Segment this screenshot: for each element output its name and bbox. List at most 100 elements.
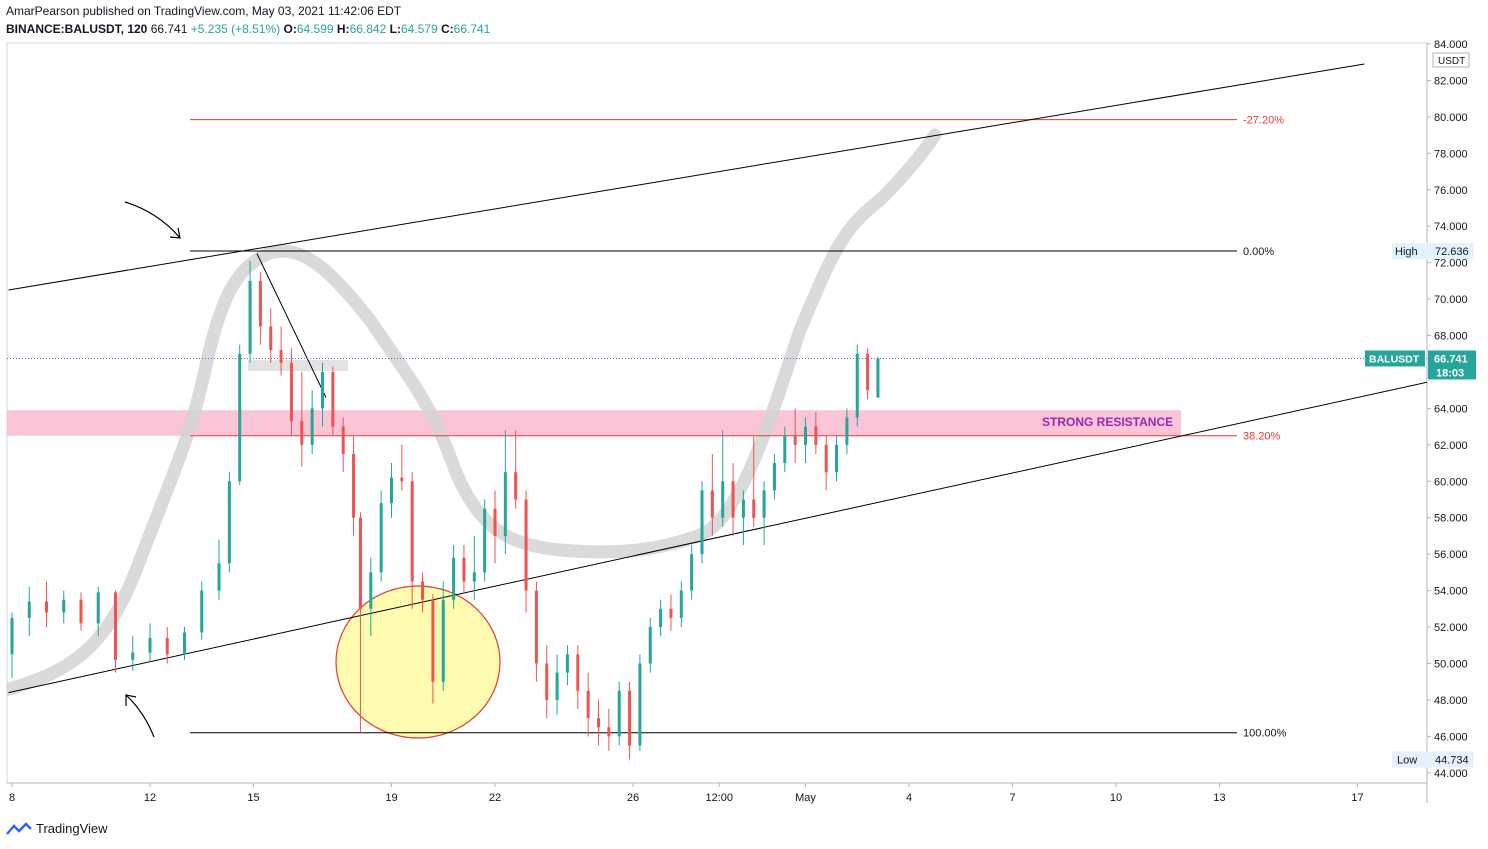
candle: [238, 344, 242, 485]
candle: [62, 590, 66, 624]
candle: [648, 617, 652, 673]
candle-body: [700, 490, 704, 555]
y-tick-label: 54.000: [1434, 586, 1468, 598]
candle: [269, 308, 273, 363]
candle-body: [597, 718, 600, 728]
y-tick-label: 58.000: [1434, 513, 1468, 525]
candle-body: [866, 353, 870, 391]
candle-body: [217, 563, 221, 591]
last-price-badge: [1428, 350, 1476, 380]
candle-body: [410, 481, 414, 582]
candle-body: [462, 557, 466, 582]
candle: [462, 545, 466, 595]
tradingview-brand[interactable]: TradingView: [36, 821, 108, 836]
open-label: O:: [283, 22, 297, 36]
candle-body: [824, 444, 828, 473]
candle-body: [165, 637, 169, 655]
y-tick-label: 48.000: [1434, 695, 1468, 707]
candle: [814, 412, 818, 454]
symbol-label[interactable]: BINANCE:BALUSDT, 120: [6, 22, 148, 36]
x-tick-label: 19: [385, 792, 397, 804]
y-tick-label: 84.000: [1434, 39, 1468, 51]
candle: [514, 430, 518, 509]
candle-body: [79, 599, 83, 624]
candle: [400, 444, 404, 491]
fib-level-label: 100.00%: [1243, 728, 1287, 740]
candle-body: [341, 426, 345, 454]
low-label: L:: [389, 22, 401, 36]
y-tick-label: 78.000: [1434, 148, 1468, 160]
candle-body: [300, 421, 304, 445]
candle-body: [441, 599, 445, 682]
candle: [534, 581, 538, 682]
candle-body: [390, 477, 393, 504]
currency-box: [1432, 52, 1470, 68]
candle-body: [131, 652, 135, 660]
candle: [845, 408, 849, 454]
candle: [390, 463, 393, 518]
y-tick-label: 72.000: [1434, 258, 1468, 270]
bar-countdown: 18:03: [1436, 367, 1464, 379]
candle: [679, 581, 683, 628]
candle-body: [238, 353, 242, 482]
candle-body: [493, 508, 497, 536]
candle-body: [638, 663, 642, 746]
candle: [148, 623, 152, 662]
y-tick-label: 74.000: [1434, 221, 1468, 233]
high-marker-label: High: [1395, 246, 1418, 258]
candle-body: [607, 727, 611, 737]
candle-body: [524, 499, 528, 591]
candle: [576, 645, 580, 710]
candle-body: [845, 417, 849, 445]
candle: [783, 426, 787, 473]
candle: [555, 654, 559, 715]
candle: [421, 572, 425, 613]
candle-body: [534, 590, 538, 664]
high-marker-value: 72.636: [1435, 246, 1469, 258]
x-tick-label: 26: [627, 792, 639, 804]
candle: [227, 472, 231, 573]
y-tick-label: 80.000: [1434, 112, 1468, 124]
candle: [452, 545, 456, 609]
candle: [731, 463, 735, 536]
candle: [248, 260, 252, 363]
candle: [545, 645, 549, 719]
fib-level-label: 0.00%: [1243, 246, 1274, 258]
candle: [289, 348, 293, 436]
candle: [300, 371, 304, 467]
fib-level-label: 38.20%: [1243, 431, 1281, 443]
tradingview-logo-icon[interactable]: [6, 821, 32, 836]
candle-body: [793, 435, 797, 445]
candle-body: [227, 481, 231, 564]
publish-info-text: AmarPearson published on TradingView.com…: [6, 4, 402, 18]
candle: [503, 430, 507, 555]
candle-body: [876, 358, 880, 398]
x-tick-label: 7: [1009, 792, 1015, 804]
candle: [45, 581, 48, 628]
candle: [741, 490, 745, 546]
candle: [258, 271, 262, 345]
x-tick-label: 10: [1110, 792, 1122, 804]
candle-body: [565, 654, 569, 673]
x-tick-label: 4: [906, 792, 912, 804]
candle: [804, 417, 807, 464]
x-tick-label: 22: [489, 792, 501, 804]
y-tick-label: 56.000: [1434, 549, 1468, 561]
last-price-label: 66.741: [150, 22, 188, 36]
y-tick-label: 82.000: [1434, 75, 1468, 87]
candle: [431, 594, 435, 704]
candle-body: [62, 599, 66, 613]
candle: [565, 645, 569, 686]
candle: [824, 435, 828, 491]
x-tick-label: May: [795, 792, 816, 804]
candle-body: [659, 608, 663, 628]
candle: [669, 594, 673, 631]
candle-body: [514, 472, 518, 500]
candle-body: [669, 608, 673, 618]
y-tick-label: 46.000: [1434, 731, 1468, 743]
change-label: +5.235 (+8.51%): [190, 22, 281, 36]
candle-body: [576, 654, 580, 691]
candle-body: [555, 672, 559, 700]
candle: [638, 654, 642, 751]
